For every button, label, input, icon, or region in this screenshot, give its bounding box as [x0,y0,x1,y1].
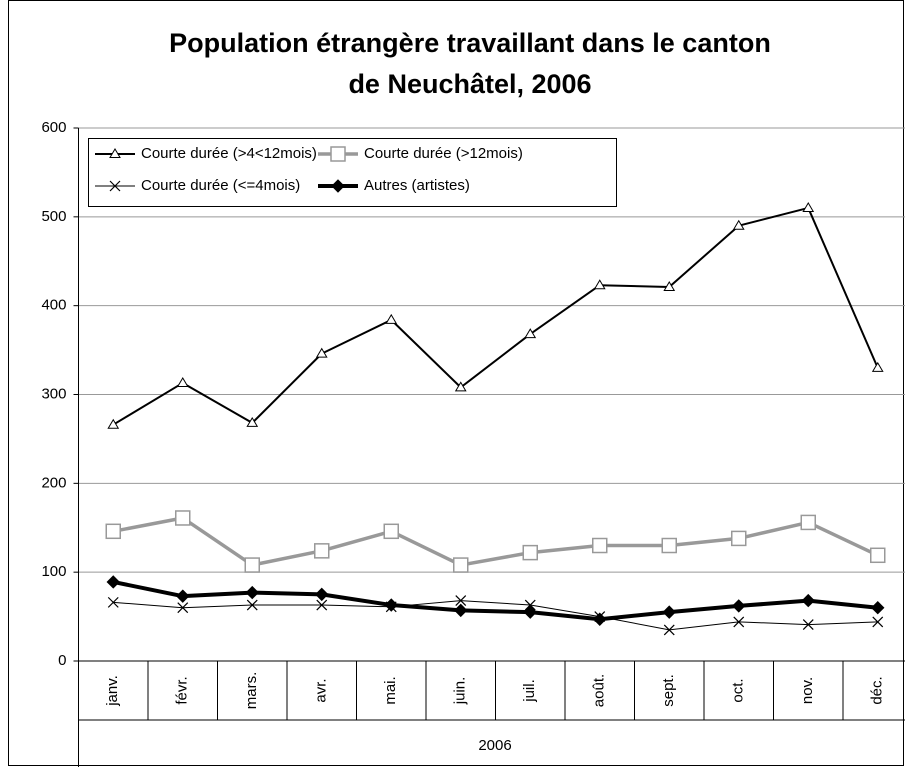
marker [870,547,886,564]
marker [802,619,814,631]
legend-label: Autres (artistes) [364,177,470,194]
marker [315,587,329,602]
marker [662,605,676,619]
y-tick-label: 400 [41,297,66,314]
x-tick-label: juil. [521,679,538,703]
marker [383,523,399,540]
marker [245,585,259,600]
marker [385,313,398,324]
y-tick-label: 100 [41,563,66,580]
marker [593,612,607,626]
marker [800,514,816,531]
series-line [112,516,879,567]
marker [176,376,189,387]
marker [731,530,747,547]
x-tick-label: mars. [243,672,260,710]
marker [802,201,815,212]
series-line [113,600,878,631]
x-tick-label: déc. [869,676,886,704]
marker [454,603,468,618]
marker [109,148,121,158]
marker [176,589,190,603]
marker [316,599,328,611]
y-tick-label: 300 [41,385,66,402]
marker [593,279,606,290]
marker [331,179,345,193]
marker [105,523,121,540]
x-tick-label: avr. [313,678,330,702]
legend-label: Courte durée (>12mois) [364,145,523,162]
marker [106,575,120,589]
legend-label: Courte durée (<=4mois) [141,177,300,194]
marker [871,600,885,615]
marker [733,616,745,628]
marker [246,599,258,611]
marker [455,595,467,607]
legend-box [88,138,617,207]
marker [592,537,608,554]
marker [661,537,677,554]
marker [246,416,259,427]
x-tick-label: janv. [104,675,121,707]
y-tick-label: 500 [41,208,66,225]
x-tick-label: juin. [452,677,469,706]
series-line [112,579,878,622]
marker [330,146,346,162]
marker [522,544,538,561]
chart-title: Population étrangère travaillant dans le… [169,28,771,58]
marker [177,602,189,614]
marker [872,616,884,628]
marker [663,281,676,292]
marker [732,219,745,230]
series-line [112,206,879,426]
marker [801,593,815,608]
marker [314,543,330,559]
marker [175,510,191,526]
x-axis-title: 2006 [478,737,511,754]
marker [663,624,675,636]
legend-label: Courte durée (>4<12mois) [141,145,317,162]
x-tick-label: févr. [174,676,191,704]
chart-title: de Neuchâtel, 2006 [348,69,591,99]
x-tick-label: sept. [660,674,677,707]
y-tick-label: 0 [58,652,66,669]
marker [871,361,884,372]
marker [107,596,119,608]
marker [244,557,260,573]
marker [384,598,398,612]
marker [732,599,746,613]
chart-border [8,0,904,766]
marker [523,605,537,619]
marker [524,328,537,339]
x-tick-label: nov. [799,677,816,704]
marker [454,381,467,392]
x-tick-label: août. [591,674,608,707]
y-tick-label: 600 [41,119,66,136]
x-tick-label: mai. [382,676,399,704]
marker [109,180,121,192]
marker [453,557,469,573]
marker [107,418,120,429]
x-tick-label: oct. [730,678,747,702]
marker [315,347,328,358]
marker [524,599,536,611]
y-tick-label: 200 [41,474,66,491]
